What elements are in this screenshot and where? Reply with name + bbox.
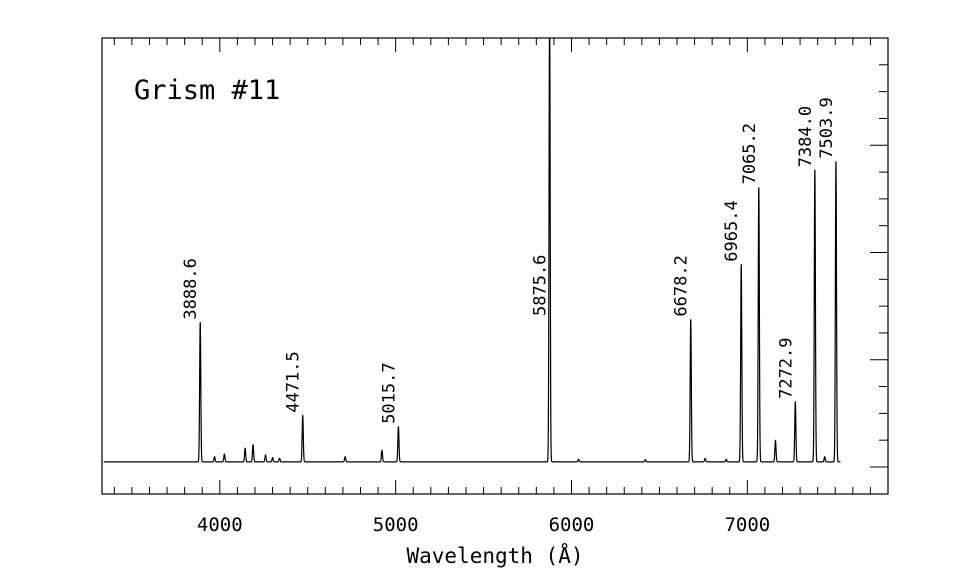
emission-line-label: 7384.0 bbox=[796, 106, 816, 167]
emission-line-labels: 3888.6 4471.5 5015.7 5875.6 6678.2 6965.4 7065… bbox=[181, 97, 837, 424]
panel-annotation: Grism #11 bbox=[134, 75, 280, 106]
emission-line-label: 3888.6 bbox=[181, 258, 201, 319]
x-tick-label: 7000 bbox=[724, 514, 770, 536]
emission-line-label: 7065.2 bbox=[740, 123, 760, 184]
emission-line-label: 7272.9 bbox=[776, 337, 796, 398]
plot-frame bbox=[101, 37, 889, 495]
x-axis-title: Wavelength (Å) bbox=[406, 542, 583, 568]
emission-line-label: 7503.9 bbox=[817, 97, 837, 158]
axis-ticks bbox=[113, 37, 889, 494]
spectrum-line bbox=[103, 37, 842, 463]
emission-line-label: 5015.7 bbox=[379, 362, 399, 423]
emission-line-label: 6965.4 bbox=[722, 200, 742, 261]
emission-line-label: 4471.5 bbox=[284, 351, 304, 412]
x-tick-label: 5000 bbox=[373, 514, 419, 536]
x-tick-label: 4000 bbox=[197, 514, 243, 536]
x-tick-label: 6000 bbox=[549, 514, 595, 536]
emission-line-label: 5875.6 bbox=[531, 255, 551, 316]
emission-line-label: 6678.2 bbox=[672, 255, 692, 316]
x-tick-labels: 4000 5000 6000 7000 bbox=[197, 514, 770, 536]
